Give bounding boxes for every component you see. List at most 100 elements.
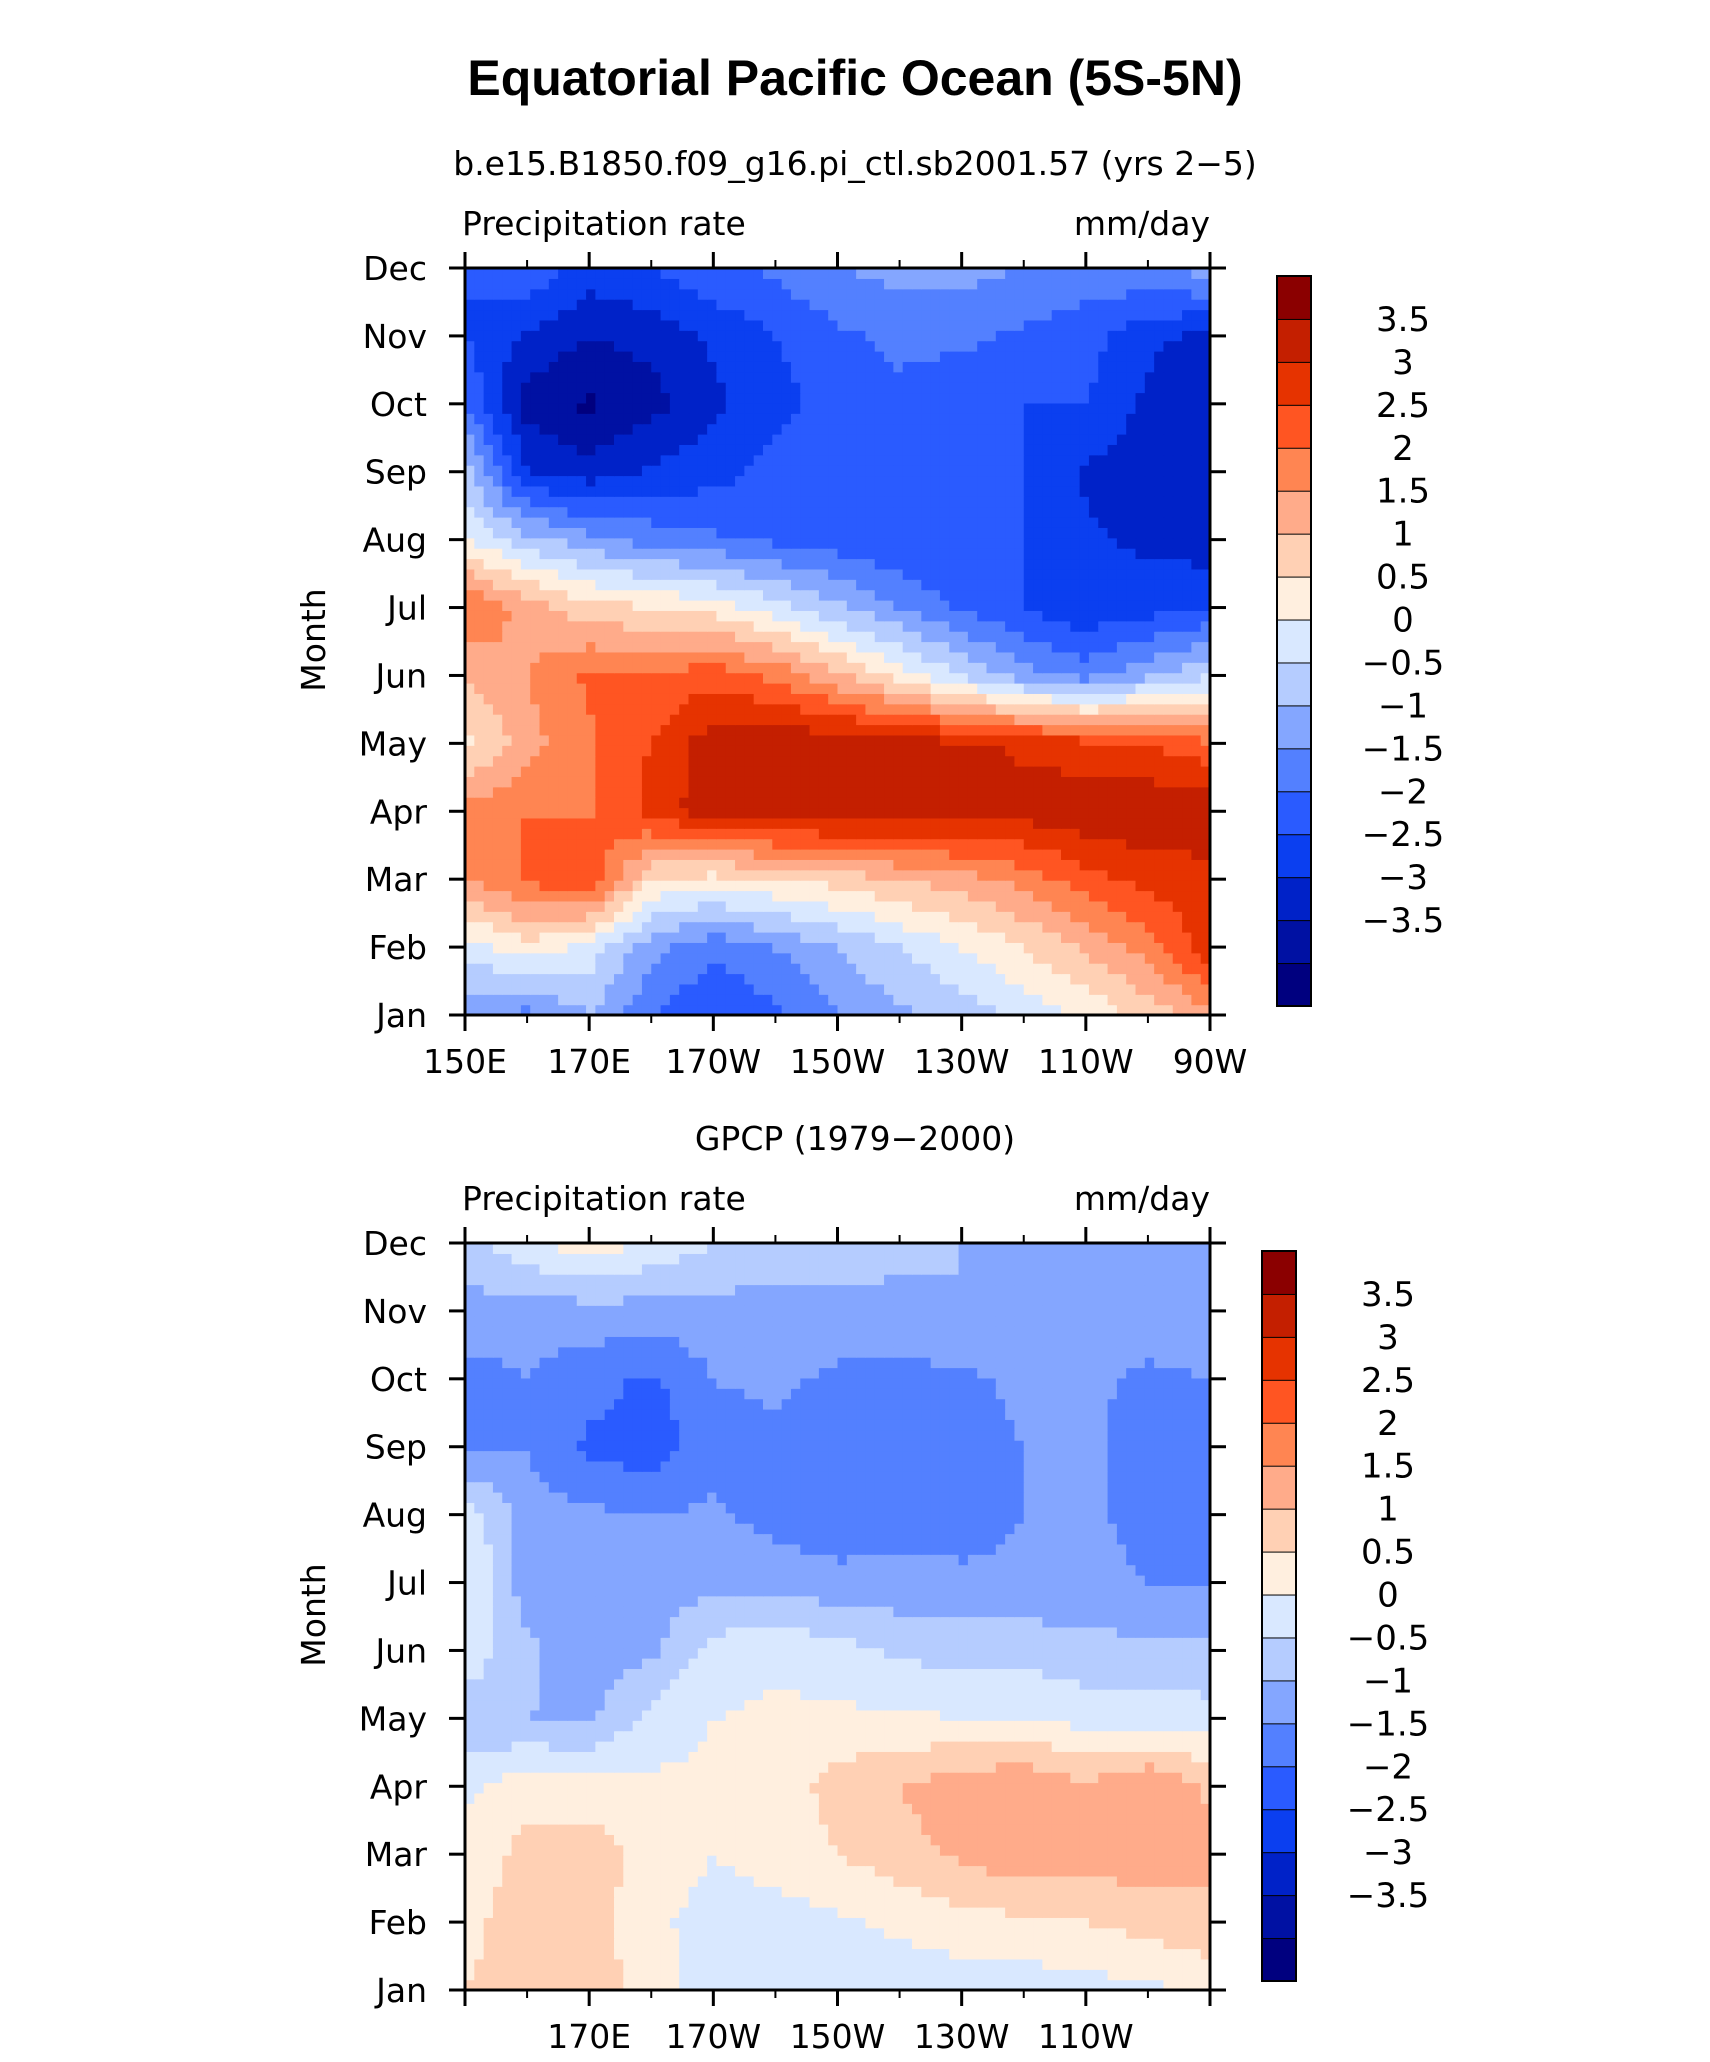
heatmap-cell [623,496,634,508]
heatmap-cell [1135,527,1146,539]
heatmap-cell [856,382,867,394]
heatmap-cell [772,932,783,943]
heatmap-cell [753,869,764,881]
heatmap-cell [790,672,801,684]
heatmap-cell [539,465,550,477]
heatmap-cell [697,662,708,674]
heatmap-cell [520,911,531,923]
heatmap-cell [884,434,894,445]
heatmap-cell [530,838,541,850]
heatmap-cell [567,776,578,788]
heatmap-cell [576,527,587,539]
heatmap-cell [641,973,652,985]
heatmap-cell [1033,942,1043,954]
heatmap-cell [707,527,718,539]
heatmap-cell [790,880,801,892]
heatmap-cell [1061,465,1071,477]
left-label: Precipitation rate [462,204,746,243]
heatmap-cell [912,994,922,1006]
heatmap-cell [902,880,913,892]
heatmap-cell [986,413,997,425]
heatmap-cell [846,703,857,715]
heatmap-cell [790,849,801,860]
heatmap-cell [707,537,718,549]
heatmap-cell [474,454,485,466]
heatmap-cell [651,766,662,777]
heatmap-cell [1107,506,1118,518]
heatmap-cell [837,776,848,788]
heatmap-cell [735,755,745,767]
figure-title: Equatorial Pacific Ocean (5S-5N) [467,50,1242,106]
heatmap-cell [1070,465,1081,477]
heatmap-cell [483,475,494,487]
heatmap-cell [576,942,587,954]
heatmap-cell [1051,454,1062,466]
heatmap-cell [520,869,531,881]
heatmap-cell [1098,900,1109,912]
heatmap-cell [1154,496,1165,508]
heatmap-cell [1163,911,1174,923]
heatmap-cell [818,828,829,840]
heatmap-cell [744,755,755,767]
heatmap-cell [604,849,615,860]
heatmap-cell [986,817,997,829]
heatmap-cell [856,579,867,591]
heatmap-cell [986,755,997,767]
heatmap-cell [828,766,839,777]
heatmap-cell [735,506,745,518]
heatmap-cell [958,496,969,508]
heatmap-cell [874,413,885,425]
heatmap-cell [884,683,894,694]
heatmap-cell [1088,714,1099,726]
heatmap-cell [800,506,811,518]
heatmap-cell [818,932,829,943]
heatmap-cell [995,838,1006,850]
heatmap-cell [548,880,559,892]
heatmap-cell [707,485,718,497]
heatmap-cell [558,880,569,892]
heatmap-cell [660,900,671,912]
heatmap-cell [465,672,475,684]
heatmap-cell [558,496,569,508]
heatmap-cell [567,548,578,560]
heatmap-cell [576,776,587,788]
heatmap-cell [576,963,587,975]
heatmap-cell [725,859,736,871]
heatmap-cell [1107,496,1118,508]
heatmap-cell [865,1004,876,1016]
heatmap-cell [763,475,773,487]
heatmap-cell [772,838,783,850]
heatmap-cell [502,786,513,798]
heatmap-cell [1023,973,1034,985]
heatmap-cell [1070,890,1081,902]
heatmap-cell [669,828,680,840]
heatmap-cell [1033,828,1043,840]
heatmap-cell [697,485,708,497]
heatmap-cell [828,651,839,663]
heatmap-cell [977,371,988,383]
heatmap-cell [548,1004,559,1016]
heatmap-cell [548,963,559,975]
heatmap-cell [884,776,894,788]
heatmap-cell [641,963,652,975]
heatmap-cell [1088,786,1099,798]
heatmap-cell [688,849,699,860]
heatmap-cell [586,641,596,653]
heatmap-cell [511,537,522,549]
heatmap-cell [865,392,876,404]
heatmap-cell [595,921,606,933]
heatmap-cell [660,662,671,674]
heatmap-cell [1135,776,1146,788]
heatmap-cell [967,558,978,570]
heatmap-cell [539,776,550,788]
heatmap-cell [502,797,513,809]
heatmap-cell [856,900,867,912]
heatmap-cell [884,973,894,985]
heatmap-cell [800,942,811,954]
heatmap-cell [1061,828,1071,840]
heatmap-cell [530,641,541,653]
heatmap-cell [539,527,550,539]
heatmap-cell [632,911,643,923]
heatmap-cell [502,475,513,487]
heatmap-cell [465,828,475,840]
